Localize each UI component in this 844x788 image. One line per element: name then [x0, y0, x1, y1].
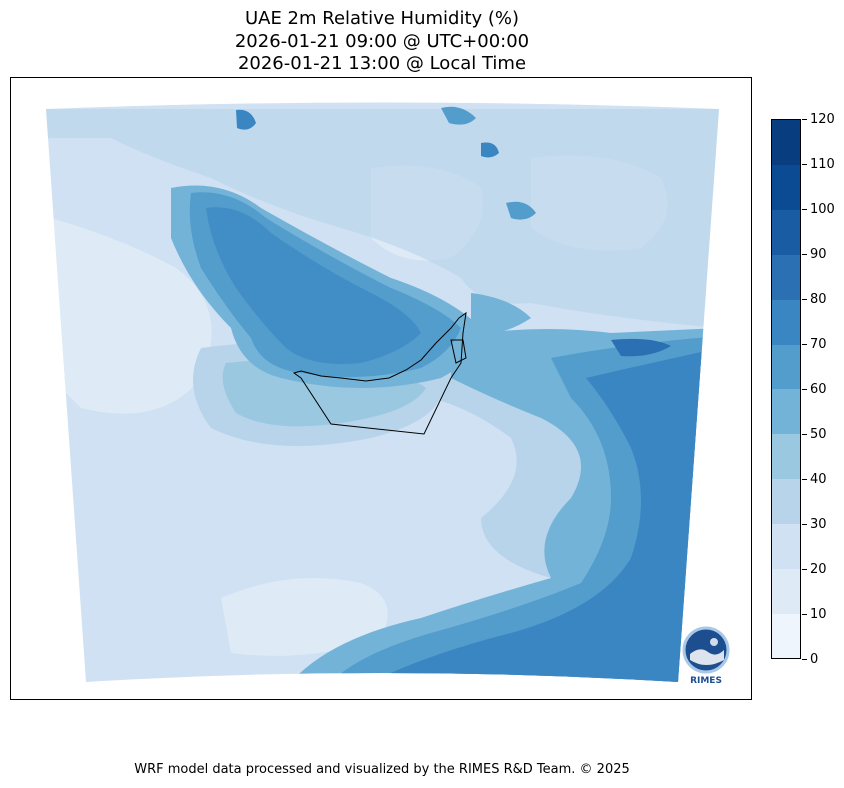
map-frame — [10, 77, 752, 700]
colorbar-tick — [802, 389, 807, 390]
rh-field-southwest-light — [221, 578, 388, 656]
rh-field-oman-peak — [611, 338, 671, 357]
colorbar-tick-label: 110 — [810, 157, 835, 172]
colorbar-tick — [802, 659, 807, 660]
colorbar-tick-label: 70 — [810, 337, 827, 352]
rh-field-gulf-of-oman — [471, 293, 531, 334]
colorbar-tick-label: 30 — [810, 517, 827, 532]
colorbar-tick — [802, 344, 807, 345]
humidity-map — [46, 102, 719, 682]
rh-field-north-ring — [46, 109, 719, 328]
rh-field-mountain-spot-4 — [506, 201, 536, 220]
rh-field-mountain-spot-1 — [236, 109, 256, 130]
colorbar-tick-label: 90 — [810, 247, 827, 262]
colorbar-band — [772, 299, 800, 345]
rimes-logo: RIMES — [676, 620, 736, 690]
map-title: UAE 2m Relative Humidity (%) — [244, 8, 520, 29]
colorbar-tick-label: 120 — [810, 112, 835, 127]
colorbar-tick — [802, 434, 807, 435]
colorbar-tick — [802, 479, 807, 480]
colorbar-band — [772, 209, 800, 255]
colorbar-band — [772, 613, 800, 659]
colorbar-band — [772, 120, 800, 166]
rh-field-mountain-spot-3 — [441, 106, 476, 125]
colorbar-tick-label: 10 — [810, 607, 827, 622]
colorbar-band — [772, 389, 800, 435]
colorbar-tick — [802, 254, 807, 255]
colorbar-tick — [802, 209, 807, 210]
colorbar-tick-label: 0 — [810, 652, 819, 667]
colorbar-tick-label: 20 — [810, 562, 827, 577]
colorbar — [771, 119, 801, 659]
colorbar-band — [772, 523, 800, 569]
rh-field-west-light — [51, 218, 212, 414]
uae-boundary — [292, 311, 467, 435]
utc-time-label: 2026-01-21 09:00 @ UTC+00:00 — [234, 31, 530, 52]
colorbar-band — [772, 344, 800, 390]
rh-field-arabian-sea-3 — [371, 348, 719, 682]
colorbar-tick — [802, 524, 807, 525]
colorbar-tick-label: 100 — [810, 202, 835, 217]
colorbar-band — [772, 478, 800, 524]
colorbar-tick — [802, 569, 807, 570]
colorbar-band — [772, 568, 800, 614]
colorbar-band — [772, 254, 800, 300]
colorbar-tick-label: 60 — [810, 382, 827, 397]
logo-text: RIMES — [690, 676, 722, 686]
colorbar-tick — [802, 119, 807, 120]
colorbar-tick — [802, 299, 807, 300]
colorbar-tick-label: 50 — [810, 427, 827, 442]
local-time-label: 2026-01-21 13:00 @ Local Time — [237, 53, 527, 74]
footer-credit: WRF model data processed and visualized … — [134, 762, 630, 777]
colorbar-tick-label: 40 — [810, 472, 827, 487]
colorbar-tick-label: 80 — [810, 292, 827, 307]
colorbar-band — [772, 433, 800, 480]
rh-field-persian-gulf-core — [206, 207, 421, 364]
colorbar-tick — [802, 164, 807, 165]
rh-field-mountain-spot-2 — [481, 142, 499, 158]
colorbar-band — [772, 164, 800, 211]
colorbar-tick — [802, 614, 807, 615]
